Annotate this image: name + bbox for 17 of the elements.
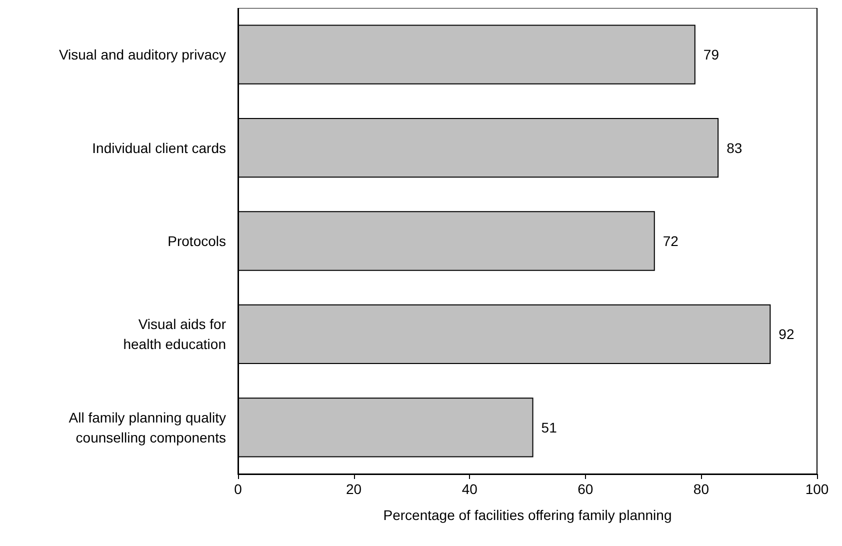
y-tick-label: Protocols <box>168 233 226 249</box>
y-tick-label: Visual and auditory privacy <box>58 46 226 63</box>
data-label: 83 <box>726 140 742 156</box>
data-label: 79 <box>703 46 720 63</box>
x-tick-label: 20 <box>346 481 362 497</box>
x-axis-title: Percentage of facilities offering family planning <box>383 507 672 523</box>
x-tick-label: 0 <box>234 481 242 497</box>
y-tick-label: All family planning quality counselling components <box>68 409 226 446</box>
data-label: 51 <box>541 419 558 436</box>
y-tick-label: Individual client cards <box>92 140 226 156</box>
x-tick-label: 80 <box>693 481 710 497</box>
x-tick-label: 100 <box>805 481 829 497</box>
data-label: 72 <box>662 233 679 249</box>
x-tick-label: 40 <box>462 481 478 497</box>
data-label: 92 <box>778 326 794 342</box>
x-tick-label: 60 <box>578 481 594 497</box>
y-tick-label: Visual aids for health education <box>123 316 226 352</box>
